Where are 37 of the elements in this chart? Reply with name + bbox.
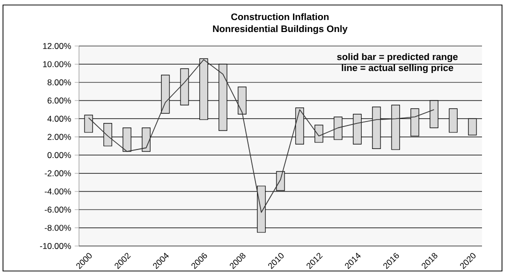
bar: [295, 108, 304, 144]
bar: [468, 118, 477, 136]
bar: [391, 104, 400, 150]
bar: [238, 86, 246, 114]
bar: [314, 124, 324, 143]
chart-subtitle: Nonresidential Buildings Only: [213, 25, 348, 34]
bar: [84, 114, 93, 133]
chart-title: Construction Inflation: [231, 13, 329, 20]
y-tick-label: -2.00%: [44, 170, 71, 176]
bar: [410, 108, 420, 136]
bar: [256, 186, 266, 233]
y-tick-label: -6.00%: [44, 206, 71, 213]
annotation: solid bar = predicted range: [337, 53, 458, 62]
bar: [372, 106, 381, 150]
bar: [142, 128, 150, 152]
bar: [161, 74, 170, 114]
bar: [199, 58, 208, 120]
bar: [180, 68, 189, 106]
bar: [103, 122, 112, 146]
bar: [122, 128, 132, 152]
bar: [218, 64, 228, 131]
bar: [448, 108, 458, 133]
y-tick-label: 6.00%: [48, 98, 71, 104]
y-tick-label: -8.00%: [44, 224, 71, 231]
annotation: line = actual selling price: [342, 64, 454, 74]
y-tick-label: 10.00%: [43, 61, 71, 68]
y-tick-label: 8.00%: [48, 79, 71, 86]
y-tick-label: 0.00%: [48, 152, 71, 158]
bar: [352, 114, 362, 144]
y-tick-label: 2.00%: [48, 134, 71, 140]
bar: [430, 100, 438, 128]
bar: [276, 171, 285, 191]
y-tick-label: 12.00%: [43, 43, 71, 49]
y-tick-label: 4.00%: [47, 116, 71, 122]
y-tick-label: -10.00%: [40, 243, 71, 249]
bar: [334, 116, 342, 140]
y-tick-label: -4.00%: [44, 188, 71, 194]
